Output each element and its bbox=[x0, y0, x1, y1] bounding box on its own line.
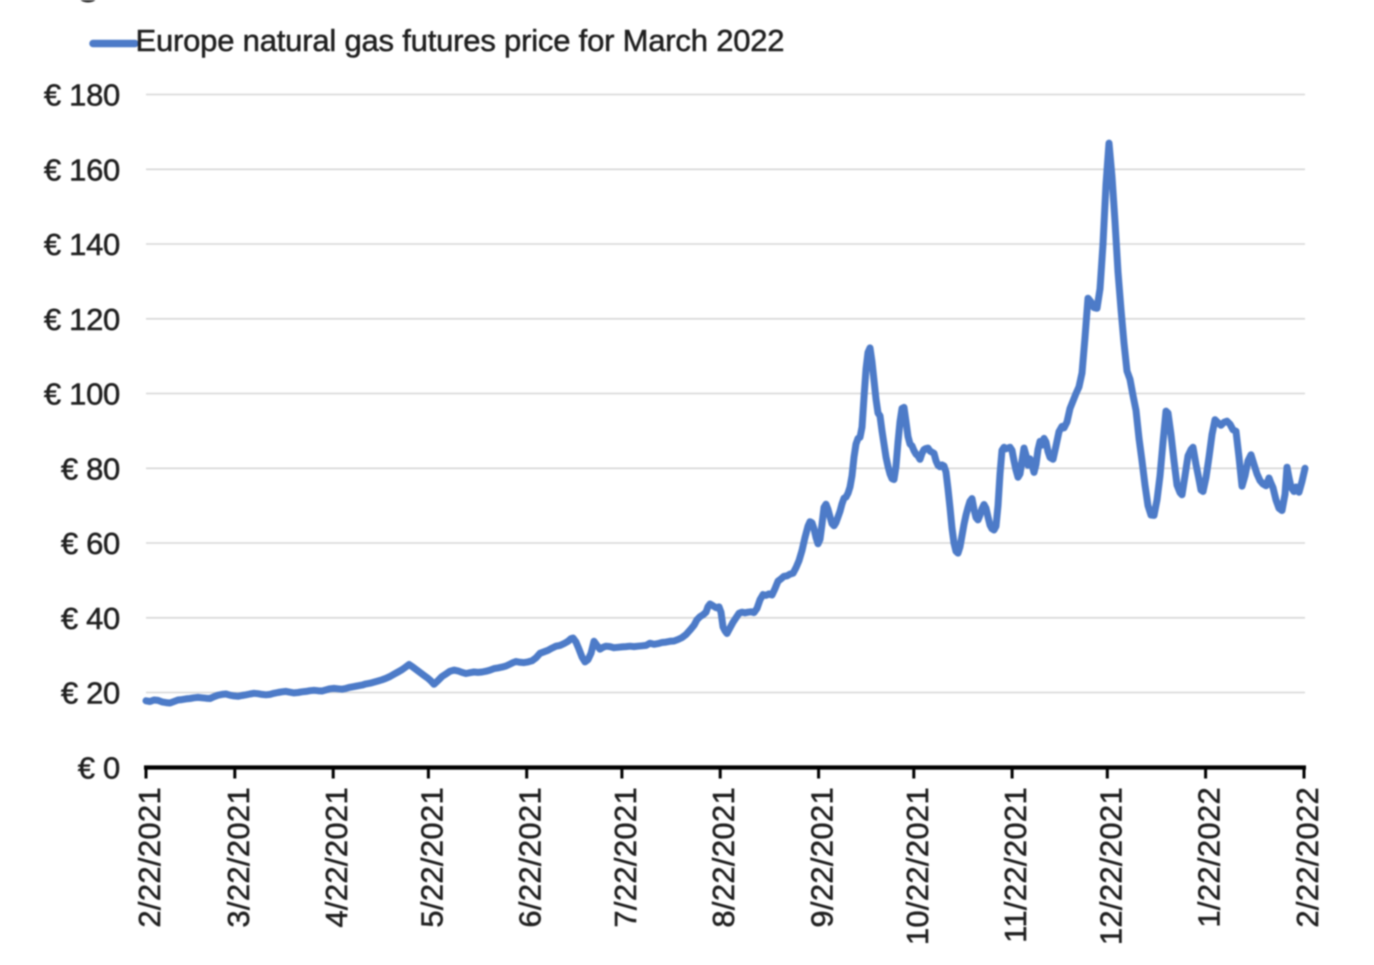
svg-text:€ 140: € 140 bbox=[44, 227, 120, 262]
svg-text:6/22/2021: 6/22/2021 bbox=[513, 787, 548, 928]
svg-text:12/22/2021: 12/22/2021 bbox=[1093, 787, 1128, 945]
svg-text:€ 20: € 20 bbox=[61, 676, 120, 711]
svg-text:€ 80: € 80 bbox=[61, 451, 120, 486]
svg-text:€ 120: € 120 bbox=[44, 302, 120, 337]
svg-text:10/22/2021: 10/22/2021 bbox=[900, 787, 935, 945]
svg-text:7/22/2021: 7/22/2021 bbox=[608, 787, 643, 928]
svg-text:8/22/2021: 8/22/2021 bbox=[706, 787, 741, 928]
svg-text:3/22/2021: 3/22/2021 bbox=[221, 787, 256, 928]
svg-text:5/22/2021: 5/22/2021 bbox=[414, 787, 449, 928]
svg-text:€ 60: € 60 bbox=[61, 526, 120, 561]
svg-text:Europe natural gas futures pri: Europe natural gas futures price for Mar… bbox=[136, 23, 785, 58]
svg-text:11/22/2021: 11/22/2021 bbox=[998, 787, 1033, 943]
svg-text:€ 40: € 40 bbox=[61, 601, 120, 636]
svg-text:€ 0: € 0 bbox=[78, 750, 120, 785]
svg-text:2/22/2021: 2/22/2021 bbox=[132, 787, 167, 928]
svg-text:2/22/2022: 2/22/2022 bbox=[1290, 787, 1325, 928]
svg-text:9/22/2021: 9/22/2021 bbox=[805, 787, 840, 928]
svg-text:€ 160: € 160 bbox=[44, 152, 120, 187]
svg-text:€ 100: € 100 bbox=[44, 377, 120, 412]
svg-text:4/22/2021: 4/22/2021 bbox=[319, 787, 354, 928]
svg-text:€ 180: € 180 bbox=[44, 78, 120, 113]
svg-text:1/22/2022: 1/22/2022 bbox=[1192, 787, 1227, 928]
